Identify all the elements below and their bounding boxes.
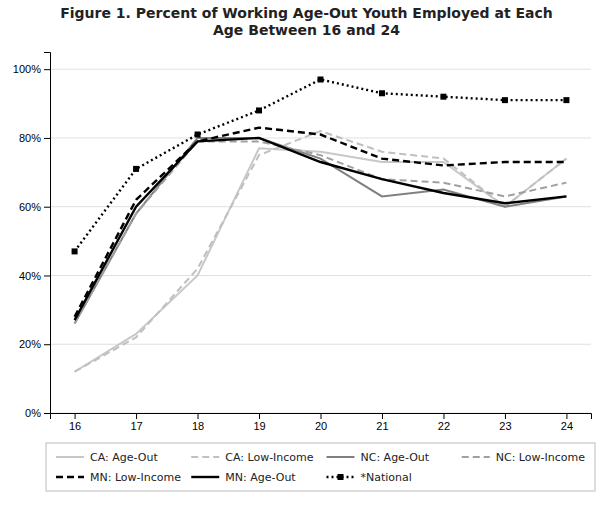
grid	[50, 69, 591, 413]
x-tick-label: 23	[499, 420, 511, 432]
legend-item: NC: Low-Income	[462, 451, 585, 464]
y-tick: 20%	[19, 338, 50, 350]
y-tick-label: 100%	[13, 63, 41, 75]
legend-label: NC: Age-Out	[361, 451, 430, 464]
series-group	[72, 77, 570, 372]
y-tick-label: 20%	[19, 338, 41, 350]
series-marker	[563, 97, 569, 103]
series-marker	[318, 77, 324, 83]
x-axis-line	[51, 414, 592, 420]
x-tick: 19	[253, 413, 265, 432]
x-tick-mark	[259, 413, 260, 419]
series-line	[75, 148, 567, 371]
y-tick: 0%	[25, 407, 50, 419]
title: Figure 1. Percent of Working Age-Out You…	[60, 5, 553, 38]
x-tick: 17	[130, 413, 142, 432]
x-tick-mark	[382, 413, 383, 419]
x-tick-label: 17	[130, 420, 142, 432]
legend-swatch	[191, 476, 219, 478]
legend-label: MN: Low-Income	[90, 471, 181, 484]
grid-line	[50, 344, 591, 345]
x-tick-mark	[198, 413, 199, 419]
x-tick-label: 16	[69, 420, 81, 432]
series-line	[75, 138, 567, 324]
x-tick-label: 21	[376, 420, 388, 432]
y-tick-mark	[44, 275, 50, 276]
x-axis: 16 17 18 19 20 21 22 23 24	[51, 413, 592, 432]
legend-swatch	[56, 456, 84, 458]
series-marker	[195, 132, 201, 138]
legend-label: NC: Low-Income	[496, 451, 585, 464]
series-line	[75, 141, 567, 323]
series-marker	[379, 90, 385, 96]
title-line: Figure 1. Percent of Working Age-Out You…	[60, 5, 553, 21]
x-tick: 24	[561, 413, 573, 432]
legend-swatch	[191, 456, 219, 458]
x-tick: 20	[315, 413, 327, 432]
y-tick: 60%	[19, 201, 50, 213]
legend-label: CA: Age-Out	[90, 451, 158, 464]
x-tick-label: 19	[253, 420, 265, 432]
y-tick-label: 60%	[19, 201, 41, 213]
legend-label: CA: Low-Income	[225, 451, 314, 464]
title-line: Age Between 16 and 24	[213, 22, 400, 38]
y-tick-mark	[44, 207, 50, 208]
y-tick-mark	[44, 413, 50, 414]
grid-line	[50, 137, 591, 138]
y-tick: 100%	[13, 63, 50, 75]
legend-swatch	[327, 456, 355, 458]
series-line	[75, 131, 567, 372]
y-tick-mark	[44, 138, 50, 139]
plot: 16 17 18 19 20 21 22 23 24 0% 20% 40% 60% 80% 100% CA: …	[13, 53, 595, 492]
legend-marker	[338, 474, 344, 480]
y-tick-label: 80%	[19, 132, 41, 144]
x-tick-label: 22	[438, 420, 450, 432]
x-tick: 23	[499, 413, 511, 432]
x-tick-label: 24	[561, 420, 573, 432]
legend-label: *National	[361, 471, 412, 484]
legend-item: MN: Age-Out	[191, 471, 296, 484]
x-tick: 21	[376, 413, 388, 432]
legend: CA: Age-Out CA: Low-Income NC: Age-Out NC: …	[46, 443, 595, 491]
series-line	[75, 80, 567, 252]
legend-swatch	[462, 456, 490, 458]
x-tick-label: 18	[192, 420, 204, 432]
legend-label: MN: Age-Out	[225, 471, 296, 484]
y-tick: 80%	[19, 132, 50, 144]
legend-frame	[46, 443, 595, 491]
legend-item: *National	[327, 471, 412, 484]
y-tick-mark	[44, 69, 50, 70]
y-tick: 40%	[19, 269, 50, 281]
legend-item: CA: Low-Income	[191, 451, 314, 464]
x-tick: 16	[69, 413, 81, 432]
y-tick-label: 0%	[25, 407, 41, 419]
x-tick-mark	[321, 413, 322, 419]
x-tick: 18	[192, 413, 204, 432]
legend-item: MN: Low-Income	[56, 471, 181, 484]
x-tick-mark	[505, 413, 506, 419]
series-marker	[502, 97, 508, 103]
x-tick-mark	[136, 413, 137, 419]
series-marker	[256, 107, 262, 113]
x-tick-mark	[75, 413, 76, 419]
y-axis-line	[44, 53, 51, 414]
series-line	[75, 138, 567, 320]
legend-item: CA: Age-Out	[56, 451, 158, 464]
y-tick-mark	[44, 344, 50, 345]
grid-line	[50, 69, 591, 70]
chart: Figure 1. Percent of Working Age-Out You…	[0, 0, 613, 515]
y-tick-label: 40%	[19, 269, 41, 281]
series-marker	[440, 94, 446, 100]
series-marker	[72, 248, 78, 254]
x-tick: 22	[438, 413, 450, 432]
y-axis: 0% 20% 40% 60% 80% 100%	[13, 53, 51, 420]
legend-swatch	[56, 476, 84, 478]
legend-item: NC: Age-Out	[327, 451, 430, 464]
series-marker	[133, 166, 139, 172]
x-tick-mark	[566, 413, 567, 419]
grid-line	[50, 275, 591, 276]
x-tick-mark	[443, 413, 444, 419]
x-tick-label: 20	[315, 420, 327, 432]
series-line	[75, 128, 567, 317]
